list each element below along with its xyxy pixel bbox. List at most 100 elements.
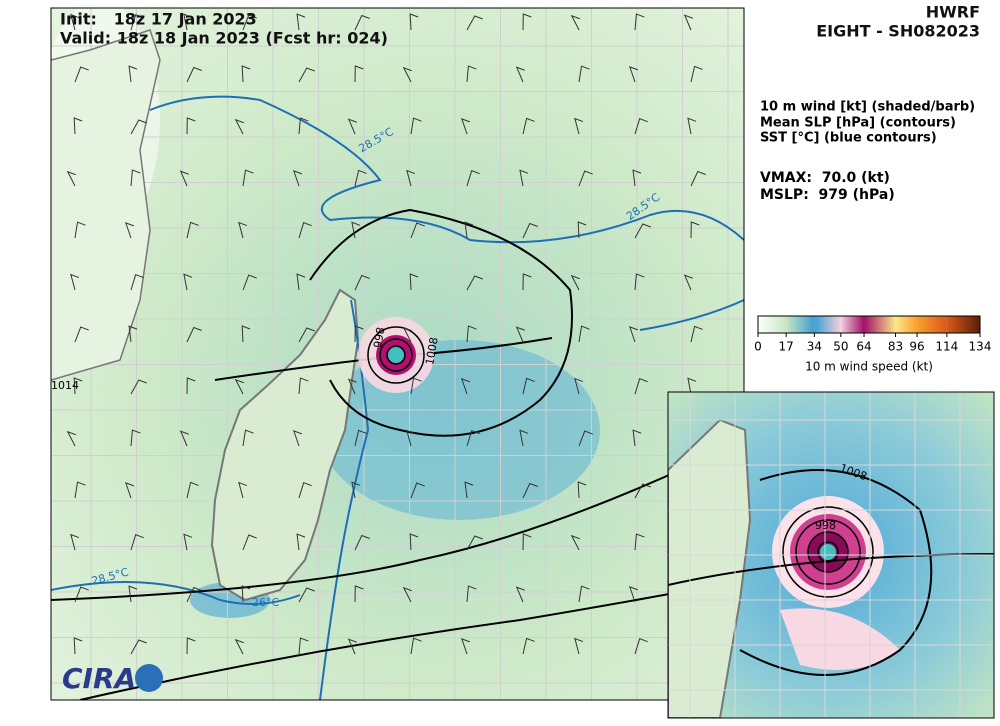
wind-barb xyxy=(460,638,470,655)
wind-barb xyxy=(354,325,364,343)
wind-barb xyxy=(298,482,312,499)
wind-barb xyxy=(354,429,367,447)
wind-barb xyxy=(298,222,312,239)
inset-land xyxy=(668,418,752,718)
wind-barb xyxy=(130,379,147,395)
wind-barb xyxy=(515,326,525,343)
slp-label: 1014 xyxy=(51,379,79,392)
logo-mark xyxy=(135,664,163,692)
colorbar-tick-label: 96 xyxy=(909,340,924,354)
wind-barb xyxy=(296,13,306,31)
wind-barb xyxy=(128,65,138,83)
colorbar-segment xyxy=(840,316,865,333)
wind-barb xyxy=(128,585,138,603)
wind-barb xyxy=(402,326,412,343)
wind-barb xyxy=(73,117,83,135)
wind-barb xyxy=(292,430,302,447)
wind-barb xyxy=(354,14,370,31)
wind-barb xyxy=(186,586,202,603)
wind-barb xyxy=(460,118,470,135)
model-name: HWRF xyxy=(926,3,980,22)
wind-barb xyxy=(74,586,89,603)
wind-barb xyxy=(74,481,86,499)
wind-barb xyxy=(73,637,83,655)
africa-coast xyxy=(51,29,161,381)
wind-barb xyxy=(183,13,193,31)
slp-label: 998 xyxy=(815,519,836,532)
wind-barb xyxy=(410,377,422,395)
wind-barb xyxy=(634,223,651,239)
wind-barb xyxy=(464,221,474,239)
wind-barb xyxy=(410,222,425,239)
colorbar-frame xyxy=(757,315,981,334)
wind-barb xyxy=(298,117,309,135)
wind-barb xyxy=(186,377,196,395)
wind-barb xyxy=(522,377,535,395)
wind-barb xyxy=(574,117,584,135)
inset-frame xyxy=(667,391,995,719)
wind-barb xyxy=(298,637,309,655)
wind-barb xyxy=(578,430,593,447)
wind-barb xyxy=(238,221,248,239)
wind-barb xyxy=(690,325,703,343)
wind-barb xyxy=(296,533,306,551)
wind-barb xyxy=(66,430,76,447)
wind-barb xyxy=(634,118,648,135)
wind-barb xyxy=(574,637,584,655)
wind-barb xyxy=(130,534,144,551)
colorbar-segment xyxy=(946,316,980,333)
wind-barb xyxy=(410,482,425,499)
wind-barb xyxy=(634,273,645,291)
legend-line: SST [°C] (blue contours) xyxy=(760,131,937,146)
wind-barb xyxy=(690,221,700,239)
wind-barb xyxy=(466,15,483,31)
wind-barb xyxy=(234,378,244,395)
wind-barb xyxy=(183,273,193,291)
wind-barb xyxy=(410,637,422,655)
wind-barb xyxy=(124,222,134,239)
wind-barb xyxy=(466,170,480,187)
wind-barb xyxy=(179,170,189,187)
wind-barb xyxy=(466,325,477,343)
colorbar-tick-label: 114 xyxy=(935,340,958,354)
colorbar-tick-label: 134 xyxy=(969,340,992,354)
wind-barb xyxy=(186,637,196,655)
wind-barb xyxy=(522,13,532,31)
map-frame xyxy=(50,7,745,701)
wind-barb xyxy=(402,586,412,603)
inset-graticule xyxy=(668,392,994,718)
wind-barb xyxy=(241,325,251,343)
wind-barb xyxy=(466,275,483,291)
colorbar-tick-label: 50 xyxy=(833,340,848,354)
wind-barb xyxy=(74,326,89,343)
wind-barb xyxy=(683,274,693,291)
slp-label: 998 xyxy=(371,326,387,349)
wind-barb xyxy=(70,273,80,291)
wind-barbs xyxy=(66,13,706,655)
main-map: 1008 998 28.5°C 28.5°C 28.5°C 26°C 1014 … xyxy=(51,8,744,700)
wind-barb xyxy=(460,378,470,395)
wind-barb xyxy=(186,221,199,239)
wind-barb xyxy=(466,535,483,551)
wind-barb xyxy=(124,482,134,499)
wind-barb xyxy=(241,65,251,83)
wind-barb xyxy=(298,327,315,343)
wind-barb xyxy=(690,170,706,187)
wind-barb xyxy=(298,377,309,395)
wind-barb xyxy=(354,585,364,603)
wind-barb xyxy=(522,273,532,291)
wind-barb xyxy=(466,585,477,603)
wind-barb xyxy=(406,169,416,187)
wind-barb xyxy=(632,169,642,187)
wind-barb xyxy=(466,65,477,83)
wind-barb xyxy=(130,429,141,447)
wind-barb xyxy=(687,117,697,135)
colorbar-segment xyxy=(895,316,918,333)
wind-barb xyxy=(515,586,525,603)
colorbar-segment xyxy=(814,316,841,333)
wind-barb xyxy=(354,169,367,187)
wind-barb xyxy=(578,325,590,343)
wind-barb xyxy=(74,66,89,83)
wind-barb xyxy=(578,170,593,187)
wind-barb xyxy=(130,274,144,291)
